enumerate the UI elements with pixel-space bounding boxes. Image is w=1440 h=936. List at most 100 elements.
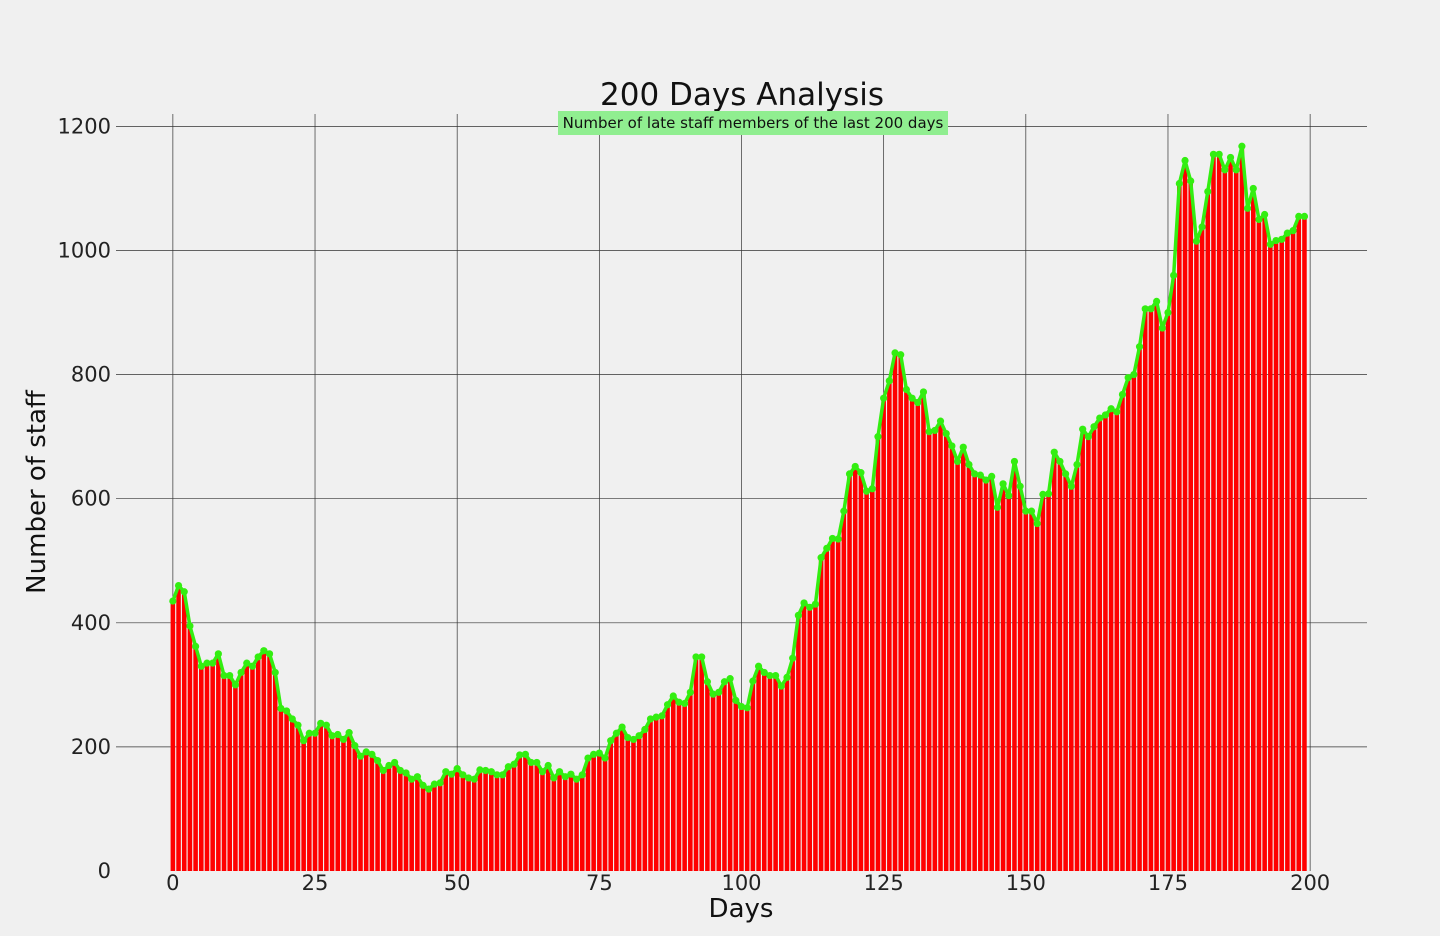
data-point: [527, 758, 535, 767]
bar: [870, 488, 875, 871]
data-point: [635, 732, 643, 740]
data-point: [504, 763, 512, 771]
bar: [1290, 230, 1296, 871]
bar: [318, 723, 323, 871]
bar: [1040, 494, 1046, 871]
data-point: [464, 774, 473, 782]
bar: [1222, 169, 1228, 872]
data-point: [692, 653, 700, 661]
data-point: [800, 599, 808, 607]
bar: [824, 548, 830, 871]
bar: [1233, 169, 1239, 872]
data-point: [1204, 187, 1212, 196]
bar: [437, 782, 443, 871]
data-point: [607, 737, 615, 745]
bar: [682, 703, 687, 871]
data-point: [857, 469, 865, 477]
data-point: [237, 668, 245, 677]
bar: [199, 666, 204, 871]
bar: [835, 539, 841, 871]
bar: [221, 675, 227, 871]
y-tick-label: 400: [71, 611, 111, 635]
data-point: [783, 673, 791, 682]
data-point: [192, 642, 200, 650]
bar: [602, 758, 608, 871]
bar: [278, 708, 284, 871]
bar: [1006, 495, 1012, 871]
bar: [665, 704, 670, 871]
data-point: [959, 443, 967, 451]
data-point: [1062, 470, 1070, 478]
data-point: [1067, 482, 1075, 490]
bar: [534, 762, 540, 871]
data-point: [646, 715, 655, 723]
bar: [580, 774, 585, 871]
data-point: [1101, 411, 1110, 419]
data-point: [1266, 240, 1274, 248]
data-point: [1272, 236, 1280, 245]
data-point: [919, 388, 928, 396]
data-point: [1016, 482, 1024, 490]
bar: [1285, 233, 1290, 872]
bar: [187, 625, 193, 871]
data-point: [572, 775, 581, 783]
data-point: [1044, 490, 1053, 498]
data-point: [766, 671, 774, 680]
data-point: [1221, 166, 1229, 174]
data-point: [1238, 142, 1246, 150]
bar: [756, 666, 761, 871]
data-point: [1255, 215, 1263, 224]
y-axis-label: Number of staff: [22, 389, 52, 594]
data-point: [356, 752, 365, 760]
bar: [483, 770, 488, 871]
bar: [210, 663, 215, 871]
bar: [369, 754, 375, 871]
data-point: [220, 671, 228, 680]
bar: [995, 507, 1000, 871]
data-point: [169, 597, 177, 605]
bar: [454, 768, 460, 871]
bar: [989, 476, 994, 871]
bar: [1142, 308, 1148, 871]
data-point: [823, 544, 831, 552]
bar: [932, 430, 938, 871]
data-point: [732, 696, 740, 704]
bar: [818, 557, 824, 871]
bar: [642, 729, 648, 871]
data-point: [521, 750, 530, 758]
trend-line: [169, 142, 1309, 793]
data-point: [760, 668, 768, 677]
bar: [852, 466, 858, 871]
bar: [1029, 511, 1034, 871]
data-point: [226, 671, 234, 680]
bar: [466, 777, 471, 871]
data-point: [845, 470, 854, 478]
bar: [983, 480, 989, 871]
bar: [250, 666, 255, 871]
data-point: [1050, 448, 1058, 456]
bar: [1194, 241, 1199, 872]
data-point: [1090, 423, 1098, 431]
bar: [705, 681, 710, 871]
data-point: [976, 471, 984, 479]
bar: [420, 785, 426, 871]
y-tick-label: 0: [98, 859, 111, 883]
bar: [346, 732, 352, 871]
bar: [380, 770, 386, 871]
data-point: [1010, 457, 1019, 466]
data-point: [612, 729, 621, 737]
data-point: [311, 729, 319, 737]
data-point: [442, 768, 450, 776]
bar: [176, 585, 181, 871]
data-point: [948, 442, 956, 450]
data-point: [385, 761, 393, 770]
x-tick-label: 175: [1148, 871, 1188, 895]
bar: [841, 511, 847, 871]
bar: [767, 675, 773, 871]
bar: [272, 672, 278, 871]
bar: [1086, 436, 1091, 871]
bar: [568, 774, 574, 871]
data-point: [1022, 507, 1030, 515]
bar: [750, 681, 756, 871]
data-point: [806, 603, 814, 611]
